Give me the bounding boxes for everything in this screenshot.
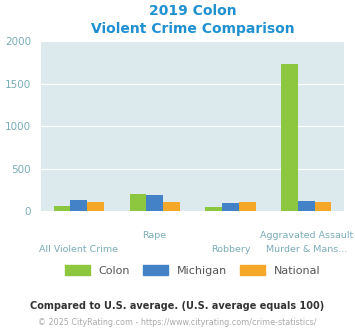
Bar — [146, 195, 163, 211]
Text: Compared to U.S. average. (U.S. average equals 100): Compared to U.S. average. (U.S. average … — [31, 301, 324, 311]
Bar — [70, 200, 87, 211]
Title: 2019 Colon
Violent Crime Comparison: 2019 Colon Violent Crime Comparison — [91, 4, 294, 36]
Bar — [163, 202, 180, 211]
Text: Rape: Rape — [143, 231, 167, 240]
Bar — [130, 194, 146, 211]
Bar — [239, 202, 256, 211]
Bar — [54, 206, 70, 211]
Bar — [315, 202, 332, 211]
Text: © 2025 CityRating.com - https://www.cityrating.com/crime-statistics/: © 2025 CityRating.com - https://www.city… — [38, 317, 317, 327]
Text: All Violent Crime: All Violent Crime — [39, 245, 118, 253]
Bar — [298, 201, 315, 211]
Bar — [206, 207, 222, 211]
Bar — [87, 202, 104, 211]
Bar — [222, 203, 239, 211]
Text: Robbery: Robbery — [211, 245, 250, 253]
Text: Murder & Mans...: Murder & Mans... — [266, 245, 347, 253]
Bar — [282, 64, 298, 211]
Legend: Colon, Michigan, National: Colon, Michigan, National — [61, 261, 324, 280]
Text: Aggravated Assault: Aggravated Assault — [260, 231, 353, 240]
